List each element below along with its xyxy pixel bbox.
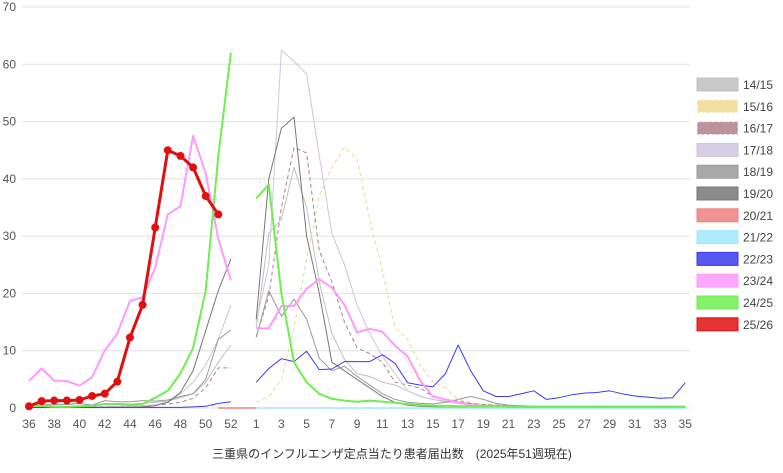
x-tick-label: 33 [653, 417, 667, 431]
legend-label: 23/24 [743, 274, 773, 288]
x-tick-label: 19 [477, 417, 491, 431]
series-line-15-16 [255, 146, 686, 408]
legend: 14/15 15/16 16/17 17/18 18/19 19/20 20/21 21/22… [696, 77, 773, 332]
series-line-16-17 [255, 146, 686, 408]
legend-label: 15/16 [743, 100, 773, 114]
series-line-25-26 [28, 148, 220, 408]
data-point-25-26 [163, 146, 172, 155]
legend-label: 24/25 [743, 296, 773, 310]
x-tick-label: 35 [679, 417, 693, 431]
x-tick-label: 31 [628, 417, 642, 431]
x-tick-label: 17 [451, 417, 465, 431]
series-line-23-24 [28, 134, 232, 387]
gridlines [22, 6, 690, 409]
data-point-25-26 [125, 333, 134, 342]
data-point-25-26 [25, 402, 33, 411]
y-tick-label: 10 [3, 344, 17, 358]
series-line-24-25 [255, 183, 686, 408]
data-point-25-26 [189, 163, 198, 172]
legend-label: 22/23 [743, 252, 773, 266]
data-point-25-26 [201, 192, 210, 201]
data-point-25-26 [176, 151, 185, 160]
legend-label: 25/26 [743, 318, 773, 332]
legend-swatch [696, 164, 739, 179]
data-point-25-26 [62, 396, 71, 405]
legend-swatch [696, 142, 739, 157]
legend-swatch [696, 230, 739, 245]
data-point-25-26 [100, 389, 109, 398]
chart-title: 三重県のインフルエンザ定点当たり患者届出数 (2025年51週現在) [212, 446, 572, 461]
legend-label: 14/15 [743, 78, 773, 92]
data-point-25-26 [214, 210, 223, 219]
data-point-25-26 [88, 391, 97, 400]
y-tick-label: 70 [3, 0, 17, 14]
x-tick-label: 44 [123, 417, 137, 431]
x-tick-label: 3 [278, 417, 285, 431]
x-tick-label: 23 [527, 417, 541, 431]
x-tick-label: 21 [502, 417, 516, 431]
series-line-24-25 [28, 52, 232, 408]
x-tick-label: 27 [578, 417, 592, 431]
x-tick-label: 50 [199, 417, 213, 431]
series-line-18-19 [29, 329, 232, 406]
data-point-25-26 [50, 396, 59, 405]
x-tick-label: 25 [552, 417, 566, 431]
data-point-25-26 [113, 377, 122, 386]
x-tick-label: 29 [603, 417, 617, 431]
legend-swatch [696, 251, 739, 266]
x-tick-label: 48 [174, 417, 188, 431]
legend-swatch [696, 208, 739, 223]
data-point-25-26 [75, 395, 84, 404]
x-tick-label: 38 [48, 417, 62, 431]
x-axis-ticks: 36 38 40 42 44 46 48 50 52 1 3 5 7 9 11 13 15 17 19 21 23 25 2… [22, 417, 692, 431]
legend-label: 21/22 [743, 231, 773, 245]
legend-swatch [696, 317, 739, 332]
series-lines [25, 49, 686, 411]
data-point-25-26 [37, 397, 46, 406]
y-tick-label: 60 [3, 57, 17, 71]
legend-label: 19/20 [743, 187, 773, 201]
series-line-22-23 [255, 344, 686, 400]
x-tick-label: 7 [329, 417, 336, 431]
x-tick-label: 9 [354, 417, 361, 431]
y-tick-label: 20 [3, 286, 17, 300]
x-tick-label: 52 [224, 417, 238, 431]
x-tick-label: 40 [73, 417, 87, 431]
series-line-17-18 [29, 304, 232, 408]
legend-swatch [696, 77, 739, 92]
legend-swatch [696, 121, 739, 136]
series-line-17-18 [255, 49, 686, 408]
legend-label: 20/21 [743, 209, 773, 223]
y-tick-label: 0 [9, 401, 16, 415]
series-line-18-19 [255, 290, 686, 407]
y-axis-ticks: 0 10 20 30 40 50 60 70 [3, 0, 17, 415]
legend-swatch [696, 273, 739, 288]
x-tick-label: 13 [401, 417, 415, 431]
y-tick-label: 50 [3, 115, 17, 129]
x-tick-label: 46 [149, 417, 163, 431]
x-tick-label: 5 [303, 417, 310, 431]
x-tick-label: 36 [22, 417, 36, 431]
legend-swatch [696, 186, 739, 201]
legend-label: 18/19 [743, 165, 773, 179]
legend-swatch [696, 295, 739, 310]
x-tick-label: 15 [426, 417, 440, 431]
x-tick-label: 42 [98, 417, 112, 431]
x-tick-label: 1 [253, 417, 260, 431]
series-line-14-15 [28, 344, 232, 406]
data-point-25-26 [138, 300, 147, 309]
y-tick-label: 40 [3, 172, 17, 186]
y-tick-label: 30 [3, 229, 17, 243]
legend-label: 17/18 [743, 143, 773, 157]
x-tick-label: 11 [376, 417, 389, 431]
legend-label: 16/17 [743, 122, 773, 136]
data-point-25-26 [151, 223, 160, 232]
legend-swatch [696, 99, 739, 114]
